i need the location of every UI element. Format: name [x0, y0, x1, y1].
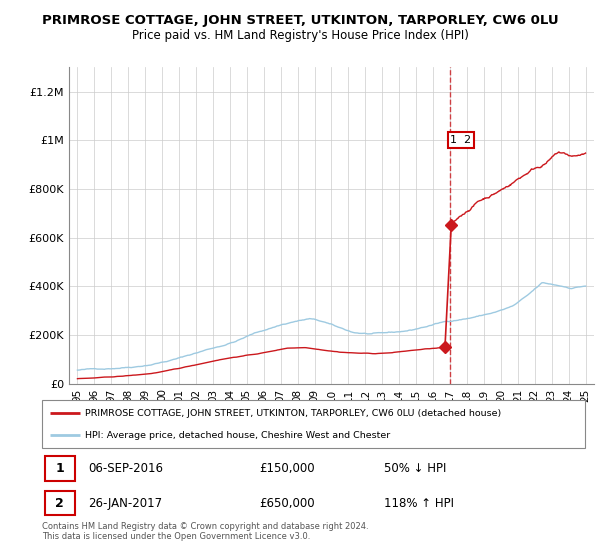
Text: PRIMROSE COTTAGE, JOHN STREET, UTKINTON, TARPORLEY, CW6 0LU: PRIMROSE COTTAGE, JOHN STREET, UTKINTON,…: [41, 14, 559, 27]
FancyBboxPatch shape: [45, 456, 74, 480]
Text: £150,000: £150,000: [259, 462, 315, 475]
Text: £650,000: £650,000: [259, 497, 315, 510]
Text: 26-JAN-2017: 26-JAN-2017: [88, 497, 162, 510]
Text: 2: 2: [55, 497, 64, 510]
Text: 118% ↑ HPI: 118% ↑ HPI: [384, 497, 454, 510]
FancyBboxPatch shape: [42, 400, 585, 448]
Text: HPI: Average price, detached house, Cheshire West and Chester: HPI: Average price, detached house, Ches…: [85, 431, 391, 440]
Text: Contains HM Land Registry data © Crown copyright and database right 2024.
This d: Contains HM Land Registry data © Crown c…: [42, 522, 368, 542]
Text: Price paid vs. HM Land Registry's House Price Index (HPI): Price paid vs. HM Land Registry's House …: [131, 29, 469, 42]
Text: 50% ↓ HPI: 50% ↓ HPI: [384, 462, 446, 475]
Text: 06-SEP-2016: 06-SEP-2016: [88, 462, 163, 475]
FancyBboxPatch shape: [45, 491, 74, 515]
Text: PRIMROSE COTTAGE, JOHN STREET, UTKINTON, TARPORLEY, CW6 0LU (detached house): PRIMROSE COTTAGE, JOHN STREET, UTKINTON,…: [85, 409, 502, 418]
Text: 1: 1: [55, 462, 64, 475]
Text: 1  2: 1 2: [451, 135, 472, 145]
